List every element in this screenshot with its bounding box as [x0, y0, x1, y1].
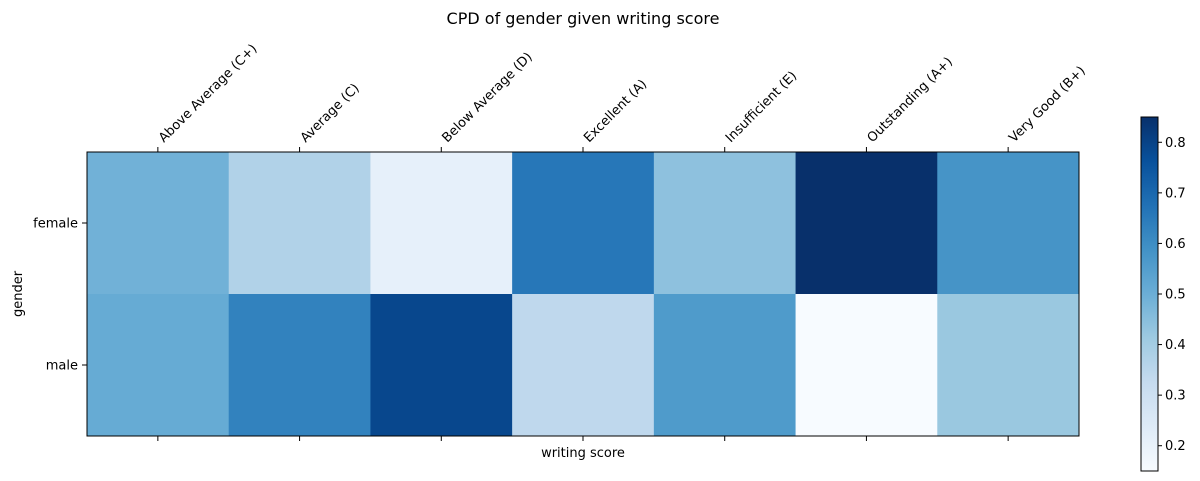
- x-tick-label: Above Average (C+): [156, 41, 260, 145]
- heatmap-cell: [937, 152, 1080, 295]
- heatmap-cell: [370, 294, 513, 437]
- heatmap-cell: [795, 152, 938, 295]
- x-axis-label: writing score: [541, 446, 625, 461]
- x-tick-label: Insufficient (E): [723, 69, 800, 146]
- heatmap-cell: [512, 152, 655, 295]
- x-tick-label: Very Good (B+): [1006, 64, 1088, 146]
- y-axis-label: gender: [11, 270, 26, 317]
- heatmap-cell: [937, 294, 1080, 437]
- colorbar: [1140, 116, 1159, 472]
- heatmap-cell: [228, 152, 371, 295]
- heatmap-cells: [87, 152, 1080, 437]
- heatmap-cell: [512, 294, 655, 437]
- colorbar-ticks: 0.2 0.3 0.4 0.5 0.6 0.7 0.8: [1158, 136, 1186, 454]
- heatmap-cell: [653, 152, 797, 295]
- heatmap-cell: [87, 294, 230, 437]
- colorbar-tick-label: 0.5: [1165, 288, 1186, 303]
- x-tick-label: Average (C): [298, 81, 363, 146]
- x-tick-label: Below Average (D): [440, 50, 536, 146]
- y-axis-ticks: female male: [33, 217, 87, 374]
- colorbar-tick-label: 0.8: [1165, 136, 1186, 151]
- y-tick-label: female: [33, 217, 78, 232]
- heatmap-cell: [653, 294, 797, 437]
- heatmap-cell: [795, 294, 938, 437]
- x-tick-label: Outstanding (A+): [865, 55, 956, 146]
- colorbar-tick-label: 0.3: [1165, 389, 1186, 404]
- heatmap-cell: [370, 152, 513, 295]
- colorbar-tick-label: 0.4: [1165, 338, 1186, 353]
- colorbar-tick-label: 0.2: [1165, 439, 1186, 454]
- chart-title: CPD of gender given writing score: [447, 9, 720, 28]
- colorbar-tick-label: 0.7: [1165, 186, 1186, 201]
- heatmap-cell: [87, 152, 230, 295]
- heatmap-cell: [228, 294, 371, 437]
- y-tick-label: male: [46, 359, 78, 374]
- x-tick-label: Excellent (A): [581, 77, 650, 146]
- colorbar-tick-label: 0.6: [1165, 237, 1186, 252]
